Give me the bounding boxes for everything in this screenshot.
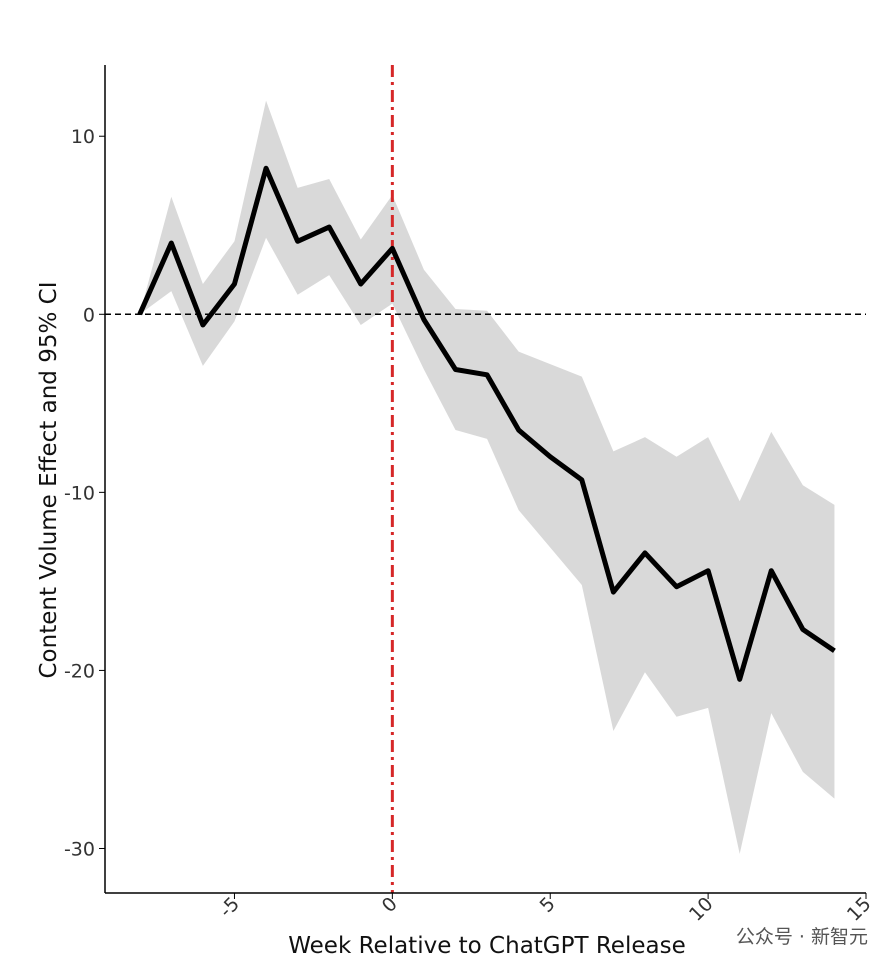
x-tick-label: 10 — [685, 893, 718, 926]
y-tick-label: -10 — [64, 482, 95, 504]
y-axis-label: Content Volume Effect and 95% CI — [36, 282, 62, 679]
y-tick-label: 10 — [71, 126, 95, 148]
x-tick-label: 15 — [843, 893, 876, 926]
x-tick-label: 5 — [536, 893, 560, 917]
y-tick-label: 0 — [83, 304, 95, 326]
line-series — [137, 165, 836, 682]
y-tick-label: -20 — [64, 660, 95, 682]
ci-band — [139, 100, 835, 854]
x-axis-label: Week Relative to ChatGPT Release — [288, 933, 685, 959]
watermark: 公众号 · 新智元 — [736, 926, 868, 948]
x-tick-label: -5 — [215, 893, 244, 922]
y-tick-label: -30 — [64, 838, 95, 860]
x-tick-label: 0 — [378, 893, 402, 917]
